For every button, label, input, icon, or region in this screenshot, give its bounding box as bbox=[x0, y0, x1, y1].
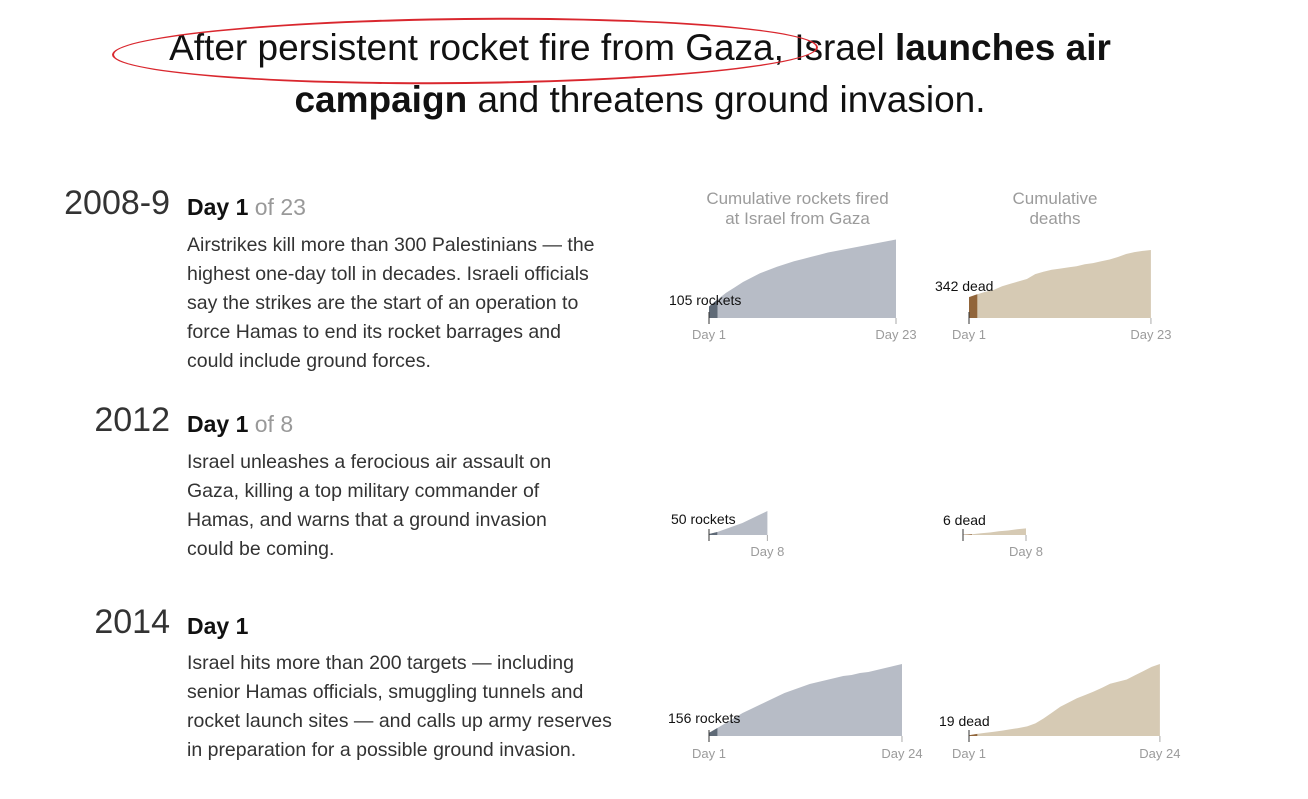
day1-highlight bbox=[963, 534, 972, 535]
deaths-title-line1: Cumulative bbox=[1012, 189, 1098, 208]
day-heading: Day 1 of 8 bbox=[187, 411, 293, 438]
headline-part2: Israel bbox=[794, 27, 895, 68]
data-label: 50 rockets bbox=[671, 511, 736, 527]
tick-label-end: Day 8 bbox=[1009, 544, 1043, 559]
data-label: 6 dead bbox=[943, 512, 986, 528]
series-area bbox=[709, 239, 896, 318]
conflict-description: Israel unleashes a ferocious air assault… bbox=[187, 451, 552, 560]
day-heading: Day 1 bbox=[187, 613, 248, 640]
rockets-title-line2: at Israel from Gaza bbox=[725, 209, 870, 228]
tick-label-end: Day 24 bbox=[881, 746, 922, 761]
day-label: Day 1 bbox=[187, 194, 249, 220]
deaths-column-title: Cumulative deaths bbox=[975, 189, 1135, 229]
headline-part3: and threatens ground invasion. bbox=[467, 79, 986, 120]
deaths-title-line2: deaths bbox=[1029, 209, 1081, 228]
data-label: 342 dead bbox=[935, 278, 993, 294]
year-label: 2012 bbox=[94, 401, 170, 439]
headline-bold2: campaign bbox=[294, 79, 468, 120]
tick-label-start: Day 1 bbox=[952, 327, 986, 342]
tick-label-end: Day 23 bbox=[875, 327, 916, 342]
series-area bbox=[709, 664, 902, 736]
day-label: Day 1 bbox=[187, 613, 249, 639]
day1-highlight bbox=[969, 733, 978, 736]
day1-highlight bbox=[969, 294, 978, 318]
headline-part1: After persistent rocket fire from Gaza, bbox=[169, 27, 795, 68]
tick-label-end: Day 8 bbox=[750, 544, 784, 559]
series-area bbox=[969, 250, 1151, 318]
year-label: 2014 bbox=[94, 603, 170, 641]
day-heading: Day 1 of 23 bbox=[187, 194, 306, 221]
tick-label-end: Day 24 bbox=[1139, 746, 1180, 761]
rockets-column-title: Cumulative rockets fired at Israel from … bbox=[680, 189, 915, 229]
day1-highlight bbox=[709, 299, 718, 318]
year-label: 2008-9 bbox=[64, 184, 170, 222]
tick-label-end: Day 23 bbox=[1130, 327, 1171, 342]
series-area bbox=[969, 664, 1160, 736]
series-area bbox=[963, 528, 1026, 535]
conflict-description: Airstrikes kill more than 300 Palestinia… bbox=[187, 234, 595, 372]
headline: After persistent rocket fire from Gaza, … bbox=[0, 22, 1280, 126]
conflict-description: Israel hits more than 200 targets — incl… bbox=[187, 652, 612, 761]
tick-label-start: Day 1 bbox=[692, 327, 726, 342]
day-label: Day 1 bbox=[187, 411, 249, 437]
series-area bbox=[709, 511, 768, 535]
tick-label-start: Day 1 bbox=[692, 746, 726, 761]
data-label: 105 rockets bbox=[669, 292, 741, 308]
rockets-title-line1: Cumulative rockets fired bbox=[706, 189, 889, 208]
data-label: 19 dead bbox=[939, 713, 990, 729]
of-label: of 23 bbox=[254, 194, 306, 220]
day1-highlight bbox=[709, 728, 718, 736]
headline-bold1: launches air bbox=[894, 27, 1111, 68]
data-label: 156 rockets bbox=[668, 710, 740, 726]
day1-highlight bbox=[709, 532, 718, 535]
of-label: of 8 bbox=[254, 411, 294, 437]
tick-label-start: Day 1 bbox=[952, 746, 986, 761]
